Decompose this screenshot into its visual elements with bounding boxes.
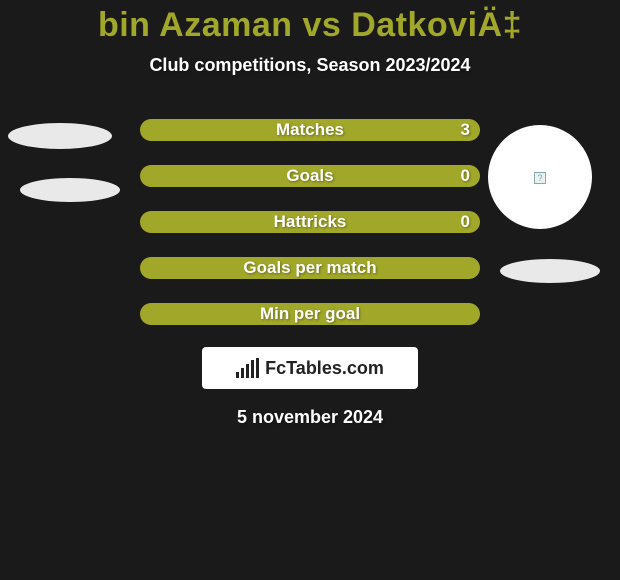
stat-label: Goals [286,166,333,186]
date-text: 5 november 2024 [0,407,620,428]
stat-bar-min-per-goal: Min per goal [140,303,480,325]
ellipse-right-1 [500,259,600,283]
stat-bar-goals: Goals 0 [140,165,480,187]
ellipse-left-1 [8,123,112,149]
stat-label: Min per goal [260,304,360,324]
avatar-circle: ? [488,125,592,229]
stat-label: Goals per match [243,258,376,278]
stat-right: 0 [461,166,470,186]
infographic-container: bin Azaman vs DatkoviÄ‡ Club competition… [0,0,620,428]
logo-box: FcTables.com [202,347,418,389]
stat-bar-goals-per-match: Goals per match [140,257,480,279]
image-placeholder-icon: ? [534,172,546,184]
stat-label: Hattricks [274,212,347,232]
stat-right: 3 [461,120,470,140]
page-title: bin Azaman vs DatkoviÄ‡ [0,6,620,45]
stat-bar-matches: Matches 3 [140,119,480,141]
logo-bars-icon [236,358,259,378]
ellipse-left-2 [20,178,120,202]
stat-right: 0 [461,212,470,232]
subtitle: Club competitions, Season 2023/2024 [0,55,620,76]
stat-label: Matches [276,120,344,140]
logo-text: FcTables.com [265,358,384,379]
stat-bar-hattricks: Hattricks 0 [140,211,480,233]
